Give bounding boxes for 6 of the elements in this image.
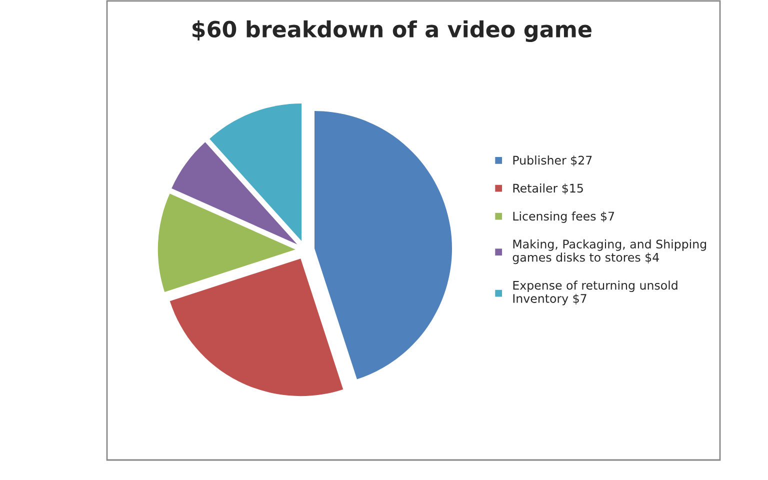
legend-label: Publisher $27 [513,156,592,166]
legend-label: Expense of returning unsold Inventory $7 [513,280,678,306]
legend-label: Licensing fees $7 [513,211,614,223]
legend-label: Making, Packaging, and Shipping games disks to stores $4 [512,239,706,264]
legend-label: Retailer $15 [513,184,583,194]
chart-title: $60 breakdown of a video game [192,20,592,42]
